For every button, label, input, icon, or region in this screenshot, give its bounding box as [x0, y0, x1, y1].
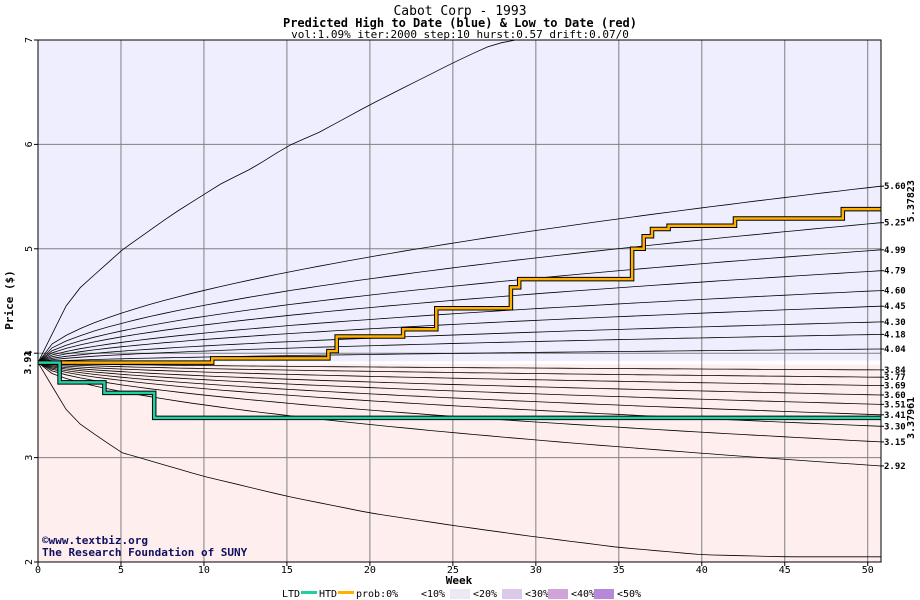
quantile-label-5: 4.45: [884, 302, 906, 312]
ltd-line: [38, 361, 881, 420]
x-tick-label-5: 25: [447, 565, 459, 576]
y-axis-ticks: 2 3 4 5 6 7: [24, 37, 38, 565]
x-tick-label-2: 10: [198, 565, 210, 576]
x-tick-label-6: 30: [530, 565, 542, 576]
x-tick-label-0: 0: [35, 565, 41, 576]
y-tick-label-4: 6: [24, 141, 35, 147]
quantile-label-14: 3.41: [884, 411, 906, 421]
x-tick-label-1: 5: [118, 565, 124, 576]
quantile-label-3: 4.79: [884, 267, 906, 277]
legend-htd-label: HTD: [319, 589, 337, 600]
high-band-10: [38, 40, 881, 363]
start-value-label: 3.91: [23, 351, 34, 375]
legend-bin-3-label: <40%: [571, 589, 595, 600]
y-axis-label: Price ($): [3, 270, 16, 330]
high-end-value-label: 5.37823: [906, 180, 917, 222]
chart-subtitle: Predicted High to Date (blue) & Low to D…: [283, 16, 637, 30]
x-tick-label-3: 15: [281, 565, 293, 576]
y-tick-label-2: 4: [24, 350, 35, 356]
credit-line-2: The Research Foundation of SUNY: [42, 546, 248, 559]
series-lines: [38, 206, 881, 421]
low-quantile-line-1: [37, 362, 882, 378]
low-quantile-line-2: [37, 362, 882, 386]
chart-params: vol:1.09% iter:2000 step:10 hurst:0.57 d…: [291, 28, 629, 41]
outer-low-line: [37, 362, 881, 558]
low-quantile-line-4: [37, 362, 882, 405]
quantile-label-1: 5.25: [884, 219, 906, 229]
legend-bin-3-swatch: [548, 589, 568, 599]
high-quantile-line-5: [37, 305, 882, 363]
quantile-lines: [37, 39, 882, 558]
y-tick-label-3: 5: [24, 246, 35, 252]
low-end-value-label: 3.37961: [906, 397, 917, 439]
y-tick-label-5: 7: [24, 37, 35, 43]
legend: LTD HTD prob:0% <10% <20% <30% <40% <50%: [282, 589, 641, 600]
grid-lines: [38, 40, 881, 562]
quantile-label-7: 4.18: [884, 330, 906, 340]
high-quantile-line-0: [37, 185, 882, 363]
quantile-label-12: 3.60: [884, 391, 906, 401]
legend-ltd-swatch: [301, 591, 317, 594]
quantile-label-4: 4.60: [884, 287, 906, 297]
legend-bin-4-swatch: [594, 589, 614, 599]
legend-prob-label: prob:0%: [356, 589, 398, 600]
x-tick-label-7: 35: [613, 565, 625, 576]
legend-bin-0-swatch: [398, 589, 418, 599]
low-quantile-line-3: [37, 362, 882, 396]
legend-bin-1-swatch: [450, 589, 470, 599]
x-tick-label-8: 40: [696, 565, 708, 576]
chart-title: Cabot Corp - 1993: [393, 4, 526, 19]
legend-bin-4-label: <50%: [617, 589, 641, 600]
quantile-label-16: 3.15: [884, 438, 906, 448]
legend-bin-0-label: <10%: [421, 589, 445, 600]
low-band-10: [38, 362, 881, 562]
x-tick-label-9: 45: [779, 565, 791, 576]
y-tick-label-1: 3: [24, 455, 35, 461]
legend-htd-swatch: [338, 591, 354, 594]
high-quantile-line-1: [37, 222, 882, 363]
credit-line-1: ©www.textbiz.org: [42, 534, 148, 547]
quantile-label-6: 4.30: [884, 318, 906, 328]
high-quantile-line-2: [37, 249, 882, 363]
x-tick-label-4: 20: [364, 565, 376, 576]
quantile-label-10: 3.77: [884, 373, 906, 383]
low-quantile-line-8: [37, 362, 882, 467]
y-tick-label-0: 2: [24, 559, 35, 565]
x-axis-label: Week: [446, 574, 473, 587]
quantile-label-15: 3.30: [884, 422, 906, 432]
low-quantile-line-5: [37, 362, 882, 416]
probability-bands: [38, 40, 881, 562]
quantile-label-17: 2.92: [884, 462, 906, 472]
x-tick-label-10: 50: [862, 565, 874, 576]
high-quantile-line-3: [37, 270, 882, 363]
quantile-label-11: 3.69: [884, 382, 906, 392]
high-quantile-line-7: [37, 334, 882, 363]
low-quantile-line-6: [37, 362, 882, 427]
quantile-label-9: 3.84: [884, 366, 906, 376]
legend-ltd-label: LTD: [282, 589, 300, 600]
quantile-label-2: 4.99: [884, 246, 906, 256]
low-quantile-line-0: [37, 362, 882, 371]
legend-bin-1-label: <20%: [473, 589, 497, 600]
high-quantile-line-6: [37, 321, 882, 363]
x-axis-ticks: 0 5 10 15 20 25 30 35 40 45 50: [35, 562, 874, 576]
quantile-label-8: 4.04: [884, 345, 906, 355]
high-quantile-line-4: [37, 290, 882, 363]
quantile-label-0: 5.60: [884, 182, 906, 192]
quantile-label-13: 3.51: [884, 400, 906, 410]
plot-frame: [37, 39, 882, 563]
legend-bin-2-swatch: [502, 589, 522, 599]
htd-line: [38, 207, 881, 364]
high-quantile-line-8: [37, 348, 882, 363]
legend-bin-2-label: <30%: [525, 589, 549, 600]
quantile-labels: 5.60 5.25 4.99 4.79 4.60 4.45 4.30 4.18 4.04 3.84…: [881, 182, 906, 472]
